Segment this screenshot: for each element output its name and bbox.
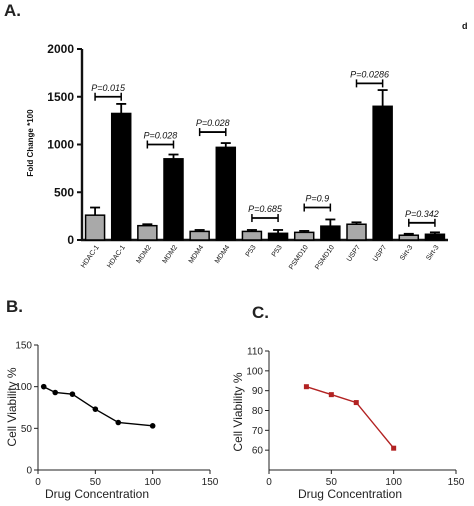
bar [215,146,237,241]
chart-c-ytick-label: 80 [252,406,264,417]
chart-c-data-point [328,392,334,398]
chart-c-xtick-label: 0 [266,477,272,488]
bar [189,230,210,241]
panel-letter-c: C. [252,303,269,322]
category-label: HDAC-1 [80,244,101,269]
chart-c-xtick-label: 100 [385,477,402,488]
chart-b-ytick-label: 150 [15,341,32,352]
chart-b-xlabel: Drug Concentration [45,487,149,501]
p-value-label: P=0.342 [405,209,439,219]
bar [398,234,420,241]
p-value-label: P=0.685 [248,204,283,214]
chart-c-ylabel: Cell Viability % [231,372,245,451]
chart-c-data-point [391,445,397,451]
chart-b-xtick-label: 100 [144,477,161,488]
bar-chart-fold-change: 0 500 1000 1500 2000 HDAC-1 HDAC-1 MDM2 MDM2 MDM4… [47,42,448,271]
category-label: MDM2 [162,244,180,265]
p-value-label: P=0.9 [305,194,329,204]
category-label: P53 [271,244,284,258]
chart-b-data-point [149,423,156,429]
category-label: Sirt-3 [399,244,414,262]
bar [424,233,446,241]
chart-c-ytick-label: 70 [252,426,264,437]
category-label: MDM4 [188,244,206,265]
bar [267,232,289,241]
category-label: Sirt-3 [425,244,440,262]
chart-a-ytick-label: 2000 [47,42,74,56]
category-label: MDM4 [214,244,232,265]
chart-b-ytick-label: 100 [15,382,32,393]
chart-a-ytick-label: 1000 [47,138,74,152]
panel-letter-b: B. [6,297,23,316]
bar [320,225,341,241]
category-label: PSMD10 [288,244,310,271]
p-value-label: P=0.028 [144,131,178,141]
chart-c-xtick-label: 150 [448,477,465,488]
bar [372,105,393,241]
chart-b-ytick-label: 50 [21,424,33,435]
chart-c-series-line [306,386,395,449]
chart-c-xtick-label: 50 [326,477,338,488]
chart-b-xtick-label: 50 [90,477,102,488]
category-label: HDAC-1 [106,244,127,269]
chart-b-data-point [69,391,76,397]
chart-c-data-point [353,400,359,406]
category-label: P53 [245,244,258,258]
bar [84,214,106,241]
category-label: PSMD10 [314,244,336,271]
chart-c-ytick-label: 60 [252,446,264,457]
category-label: USP7 [346,244,362,263]
category-label: USP7 [372,244,388,263]
panel-letter-a: A. [4,1,21,20]
bar [110,112,132,241]
p-value-label: P=0.015 [91,83,126,93]
chart-b-data-point [40,383,47,390]
line-chart-viability-b: 0 50 100 150 0 50 100 150 [15,341,218,489]
p-value-label: P=0.0286 [350,69,389,79]
chart-b-ytick-label: 0 [26,466,32,477]
bar [241,230,263,241]
chart-b-xtick-label: 150 [202,477,219,488]
bar [346,223,367,241]
p-value-label: P=0.028 [196,118,230,128]
chart-b-xtick-label: 0 [35,477,41,488]
chart-b-data-point [52,389,58,396]
chart-b-series-line [43,386,153,427]
chart-a-ytick-label: 500 [54,185,74,199]
bar [137,224,158,241]
chart-b-data-point [115,419,122,426]
corner-mark: d [462,21,468,31]
chart-c-data-point [303,384,309,390]
chart-a-ylabel: Fold Change *100 [26,109,35,177]
chart-a-ytick-label: 1500 [47,90,74,104]
line-chart-viability-c: 60 70 80 90 100 110 0 50 100 150 [246,347,464,489]
category-label: MDM2 [135,244,153,265]
chart-c-ytick-label: 110 [247,347,263,358]
chart-a-ytick-label: 0 [67,233,74,247]
chart-c-xlabel: Drug Concentration [298,487,402,501]
chart-b-data-point [92,406,99,412]
bar [293,231,315,241]
chart-c-ytick-label: 100 [246,366,263,377]
bar [163,158,184,241]
chart-c-ytick-label: 90 [252,386,264,397]
chart-b-ylabel: Cell Viability % [5,367,19,446]
